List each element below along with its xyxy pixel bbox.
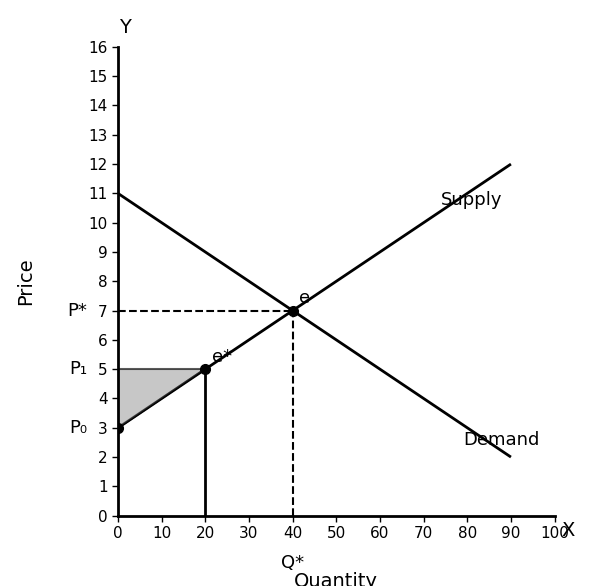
Text: Q*: Q*: [281, 554, 304, 572]
Text: Y: Y: [119, 18, 130, 36]
X-axis label: Quantity: Quantity: [294, 572, 378, 586]
Text: e*: e*: [212, 348, 232, 366]
Polygon shape: [118, 369, 205, 428]
Text: e: e: [299, 289, 310, 307]
Text: P*: P*: [68, 302, 87, 319]
Text: P₀: P₀: [69, 419, 87, 437]
Y-axis label: Price: Price: [17, 257, 35, 305]
Text: X: X: [561, 521, 575, 540]
Text: Supply: Supply: [441, 191, 503, 209]
Text: Demand: Demand: [463, 431, 539, 449]
Text: P₁: P₁: [69, 360, 87, 378]
